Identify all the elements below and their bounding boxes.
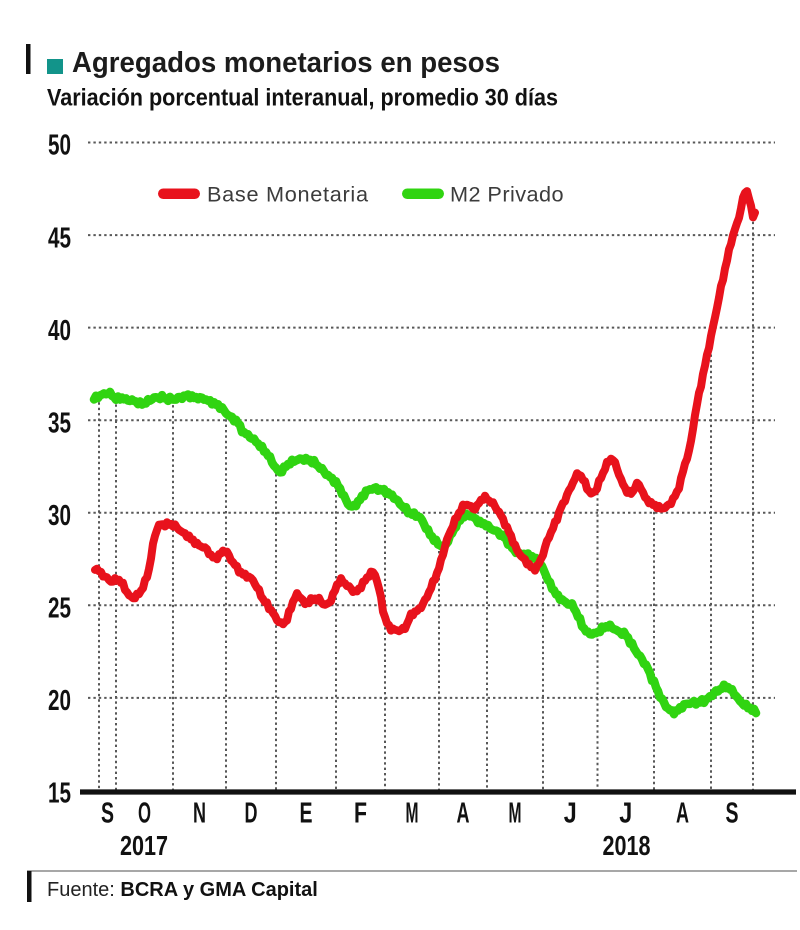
svg-text:30: 30 (48, 500, 71, 532)
svg-text:J: J (619, 798, 632, 830)
svg-text:M: M (406, 798, 419, 830)
svg-text:Variación porcentual interanua: Variación porcentual interanual, promedi… (47, 85, 558, 112)
svg-text:N: N (193, 798, 206, 830)
svg-text:F: F (354, 798, 367, 830)
svg-text:A: A (457, 798, 470, 830)
svg-text:2018: 2018 (603, 830, 651, 861)
svg-text:20: 20 (48, 685, 71, 717)
svg-text:45: 45 (48, 222, 71, 254)
svg-text:35: 35 (48, 407, 71, 439)
svg-text:M: M (509, 798, 522, 830)
svg-text:S: S (101, 798, 114, 830)
svg-text:A: A (676, 798, 689, 830)
svg-text:40: 40 (48, 315, 71, 347)
svg-text:50: 50 (48, 130, 71, 162)
svg-text:Fuente: BCRA y GMA Capital: Fuente: BCRA y GMA Capital (47, 879, 318, 901)
svg-text:Agregados monetarios en pesos: Agregados monetarios en pesos (72, 47, 500, 79)
svg-text:D: D (245, 798, 258, 830)
svg-text:S: S (726, 798, 739, 830)
svg-text:M2 Privado: M2 Privado (450, 182, 564, 207)
svg-text:O: O (138, 798, 151, 830)
svg-text:J: J (564, 798, 577, 830)
svg-text:E: E (300, 798, 313, 830)
svg-text:25: 25 (48, 593, 71, 625)
svg-text:Base Monetaria: Base Monetaria (207, 182, 369, 207)
svg-text:15: 15 (48, 778, 71, 810)
svg-text:2017: 2017 (120, 830, 168, 861)
